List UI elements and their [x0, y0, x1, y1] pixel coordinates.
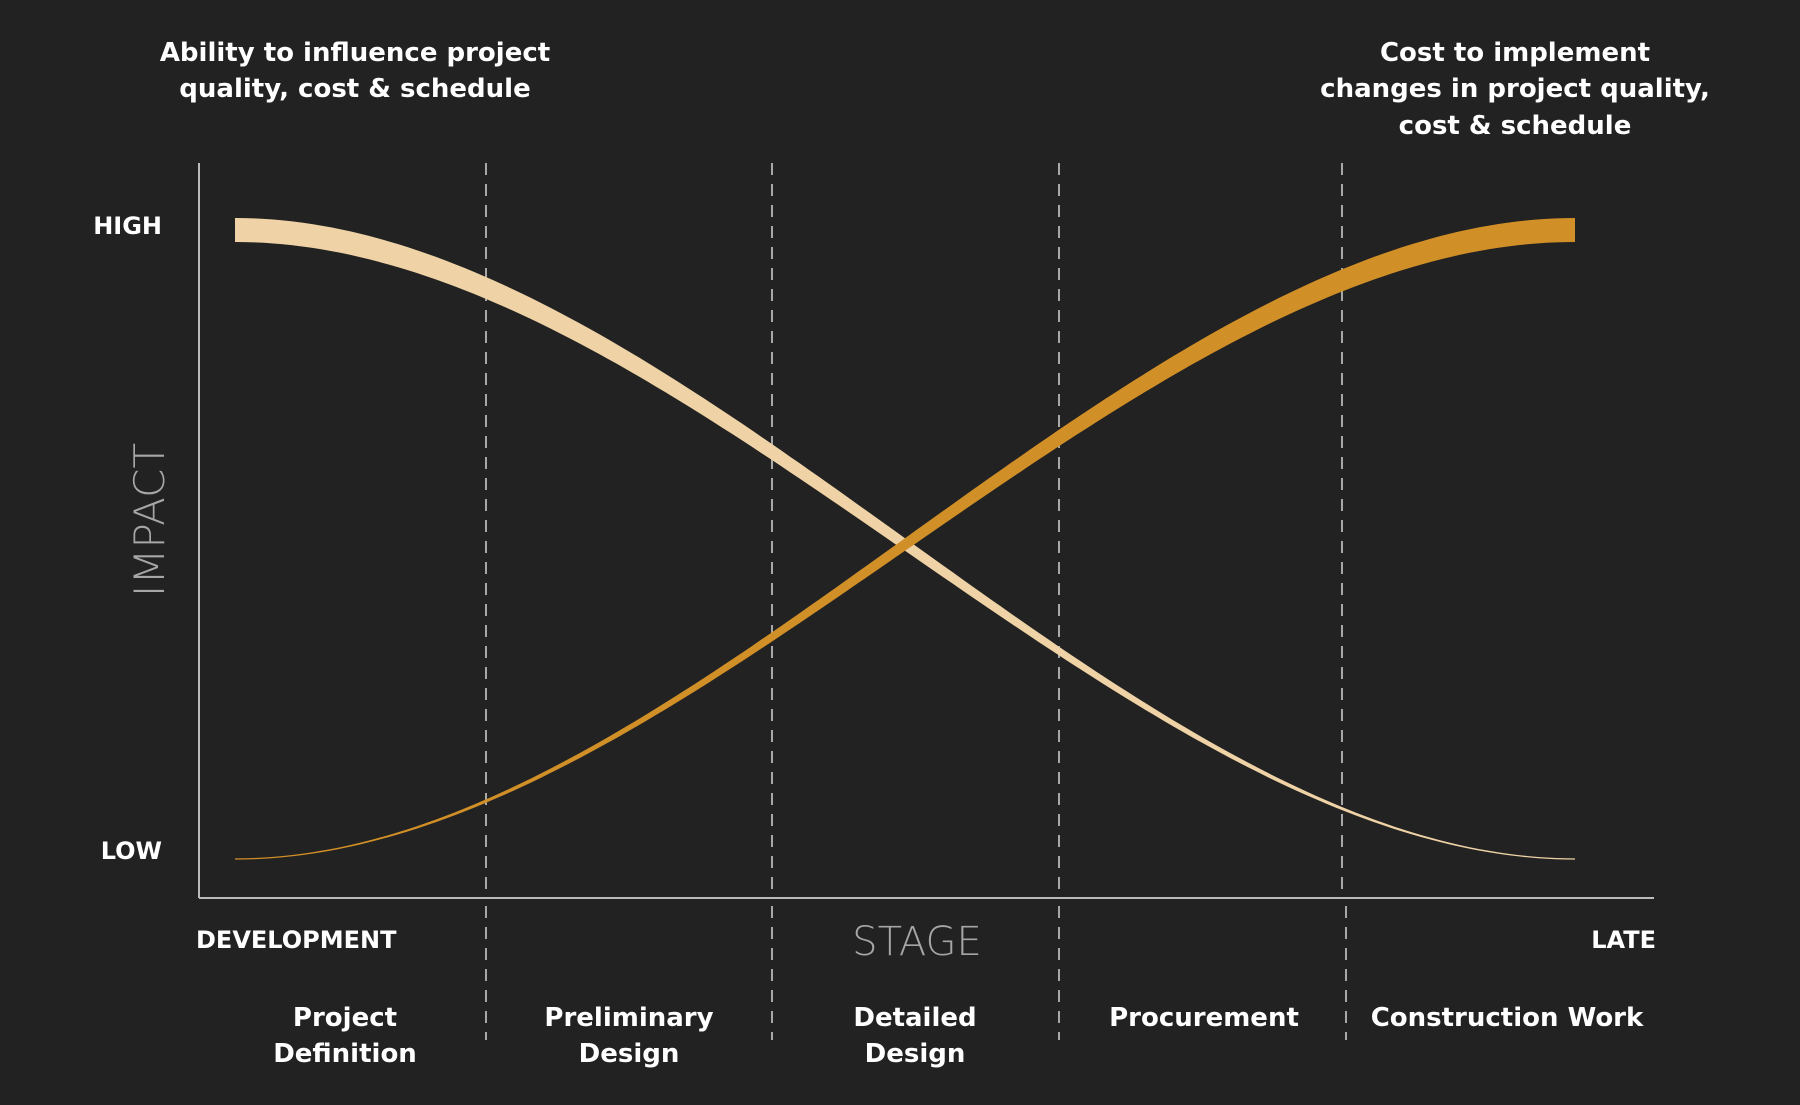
right-curve-title: Cost to implement changes in project qua… [1320, 38, 1710, 141]
stage-dividers [485, 163, 1347, 1040]
left-title-line-1: Ability to influence project [160, 38, 550, 68]
stage-4-label: Procurement [1109, 1003, 1299, 1033]
right-title-line-2: changes in project quality, [1320, 74, 1710, 104]
x-axis-end-label: LATE [1591, 926, 1656, 954]
stage-1-label-line-2: Definition [273, 1039, 417, 1069]
left-title-line-2: quality, cost & schedule [179, 74, 530, 104]
stage-labels: Project Definition Preliminary Design De… [273, 1003, 1644, 1069]
y-axis-high-label: HIGH [93, 212, 162, 240]
y-axis-title: IMPACT [125, 443, 174, 597]
x-axis-start-label: DEVELOPMENT [196, 926, 397, 954]
cost-of-change-curve [235, 218, 1575, 860]
right-title-line-1: Cost to implement [1380, 38, 1650, 68]
y-axis-low-label: LOW [101, 837, 162, 865]
stage-1-label-line-1: Project [293, 1003, 397, 1033]
stage-2-label-line-1: Preliminary [544, 1003, 713, 1033]
stage-3-label-line-2: Design [865, 1039, 966, 1069]
stage-5-label: Construction Work [1371, 1003, 1644, 1033]
divider-4 [1341, 163, 1347, 1040]
left-curve-title: Ability to influence project quality, co… [160, 38, 550, 104]
stage-3-label-line-1: Detailed [853, 1003, 976, 1033]
stage-2-label-line-2: Design [579, 1039, 680, 1069]
x-axis-title: STAGE [852, 919, 982, 965]
right-title-line-3: cost & schedule [1399, 111, 1632, 141]
